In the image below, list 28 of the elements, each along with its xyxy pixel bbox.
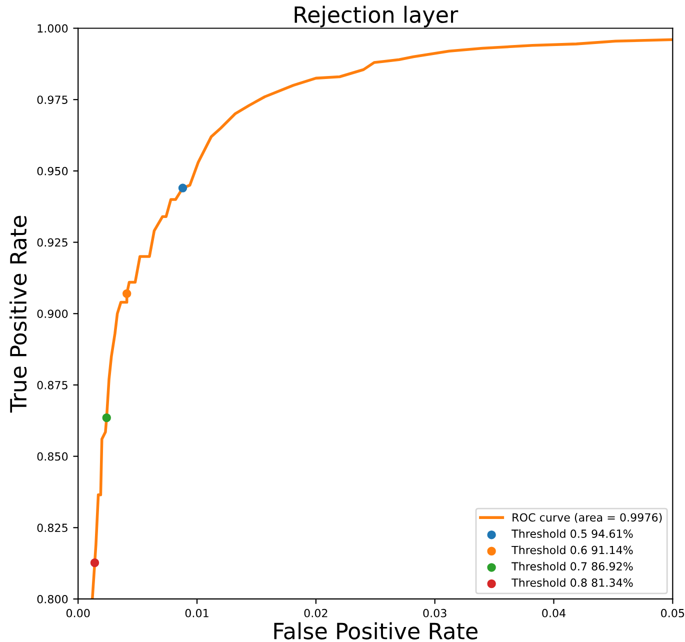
chart-title: Rejection layer	[294, 6, 458, 28]
y-tick-label: 0.975	[37, 96, 68, 104]
y-tick-label: 0.825	[37, 524, 68, 532]
x-tick-label: 0.00	[66, 608, 90, 618]
legend-label: Threshold 0.7 86.92%	[512, 562, 633, 571]
x-tick-label: 0.04	[542, 608, 566, 618]
legend-label: Threshold 0.6 91.14%	[512, 546, 633, 554]
x-tick-label: 0.02	[304, 608, 328, 618]
y-tick-label: 0.800	[37, 594, 68, 604]
y-tick-label: 0.850	[37, 452, 68, 461]
point	[122, 289, 132, 298]
y-tick-label: 0.925	[37, 238, 68, 247]
x-tick-label: 0.01	[185, 608, 208, 618]
legend-label: Threshold 0.8 81.34%	[512, 578, 633, 587]
point	[90, 558, 100, 568]
line-series	[90, 38, 673, 599]
y-axis-title: True Positive Rate	[9, 216, 27, 413]
y-tick-label: 0.900	[37, 310, 68, 318]
legend-label: Threshold 0.5 94.61%	[512, 529, 633, 538]
point	[102, 413, 111, 422]
x-axis-title: False Positive Rate	[274, 622, 478, 640]
x-tick-label: 0.03	[423, 608, 446, 618]
y-tick-label: 0.875	[37, 380, 68, 390]
point	[178, 184, 188, 192]
legend-label: ROC curve (area = 0.9976)	[512, 513, 662, 523]
x-tick-label: 0.05	[661, 608, 684, 618]
y-tick-label: 0.950	[37, 166, 68, 176]
y-tick-label: 1.000	[38, 24, 68, 33]
